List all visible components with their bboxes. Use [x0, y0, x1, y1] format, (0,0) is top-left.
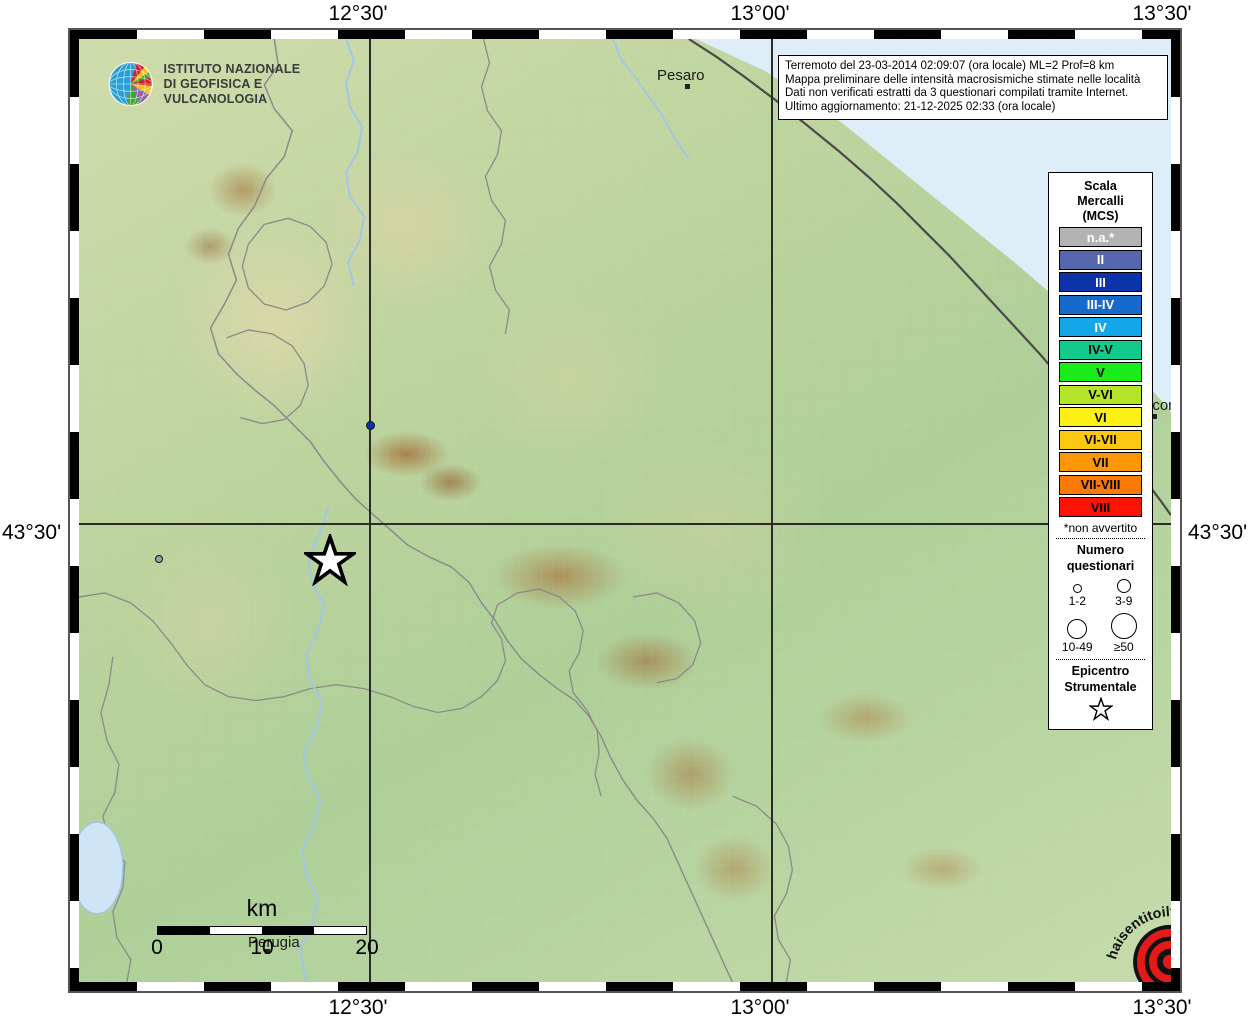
legend-epicenter-title: Epicentro Strumentale [1054, 663, 1147, 695]
intensity-point-1[interactable] [155, 555, 163, 563]
city-dot-perugia [265, 949, 270, 954]
scale-bar-segment-3 [314, 927, 366, 934]
legend-divider-2 [1056, 659, 1145, 660]
epicenter-star-icon[interactable] [304, 534, 356, 586]
legend-swatch-vii[interactable]: VII [1059, 452, 1142, 472]
dem-pixel-overlay [79, 39, 1171, 982]
map-canvas[interactable]: PesaroPerugiancon [79, 39, 1171, 982]
epicenter-title-line2: Strumentale [1064, 680, 1137, 694]
info-line-3: Dati non verificati estratti da 3 questi… [785, 87, 1129, 100]
questionnaire-bin-circle-2 [1067, 619, 1088, 639]
questionnaire-bin-3: ≥50 [1110, 610, 1137, 656]
questionnaire-bin-2: 10-49 [1062, 616, 1093, 656]
ingv-logo-line2: DI GEOFISICA E VULCANOLOGIA [163, 76, 268, 106]
axis-label-bottom-1: 13°00' [730, 996, 790, 1019]
questionnaire-title-line2: questionari [1066, 559, 1135, 573]
questionnaire-bin-0: 1-2 [1069, 581, 1086, 610]
legend-swatch-viii[interactable]: VIII [1059, 497, 1142, 517]
legend-questionnaire-bins: 1-2 3-9 10-49 ≥50 [1054, 576, 1147, 656]
city-label-perugia: Perugia [248, 934, 300, 951]
legend-swatch-vi[interactable]: VI [1059, 407, 1142, 427]
legend-intensity-swatches: n.a.* II III III-IV IV IV-V V V-VI VI VI-VII VII VI… [1054, 227, 1147, 517]
legend-footnote: *non avvertito [1063, 521, 1138, 535]
questionnaire-bin-circle-0 [1072, 584, 1082, 593]
scale-bar-tick-0: 0 [151, 936, 163, 959]
axis-label-top-0: 12°30' [328, 2, 388, 25]
axis-label-bottom-2: 13°30' [1132, 996, 1192, 1019]
axis-label-top-1: 13°00' [730, 2, 790, 25]
scale-bar: km 0 10 20 [151, 895, 379, 962]
axis-label-bottom-0: 12°30' [328, 996, 388, 1019]
questionnaire-bin-1: 3-9 [1115, 576, 1132, 610]
legend-swatch-iiiiv[interactable]: III-IV [1059, 294, 1142, 315]
scale-bar-tick-2: 20 [355, 936, 379, 959]
legend-swatch-vvi[interactable]: V-VI [1059, 384, 1142, 405]
legend-swatch-vivii[interactable]: VI-VII [1059, 429, 1142, 450]
map-border-ticks-right [1171, 30, 1180, 991]
graticule-meridian-1300 [771, 39, 773, 982]
ingv-logo-text: ISTITUTO NAZIONALE DI GEOFISICA E VULCAN… [164, 62, 335, 107]
legend-title: Scala Mercalli (MCS) [1054, 179, 1147, 224]
legend-swatch-na[interactable]: n.a.* [1059, 227, 1142, 247]
info-line-4: Ultimo aggiornamento: 21-12-2025 02:33 (… [785, 100, 1056, 113]
info-line-1: Terremoto del 23-03-2014 02:09:07 (ora l… [785, 60, 1115, 72]
info-line-2: Mappa preliminare delle intensità macros… [785, 73, 1141, 86]
graticule-meridian-1230 [369, 39, 371, 982]
map-border-ticks-top [70, 30, 1180, 39]
haisentitoilterremoto-watermark: ? haisentitoilterremoto www. [1104, 904, 1171, 982]
axis-label-right-0: 43°30' [1188, 521, 1248, 544]
scale-bar-segments [157, 926, 367, 935]
scale-bar-segment-2 [262, 927, 314, 934]
questionnaire-bin-circle-1 [1116, 579, 1131, 593]
legend-swatch-ii[interactable]: II [1059, 249, 1142, 270]
questionnaire-bin-label-1: 3-9 [1115, 594, 1133, 608]
questionnaire-bin-label-0: 1-2 [1068, 594, 1086, 608]
epicenter-title-line1: Epicentro [1071, 664, 1130, 678]
legend-questionnaire-title: Numero questionari [1054, 542, 1147, 574]
legend-swatch-viiviii[interactable]: VII-VIII [1059, 474, 1142, 495]
questionnaire-bin-circle-3 [1110, 613, 1137, 639]
legend-swatch-iv[interactable]: IV [1059, 317, 1142, 337]
graticule-parallel-4330 [79, 523, 1171, 525]
legend-title-line2: Mercalli [1077, 194, 1124, 208]
legend-swatch-ivv[interactable]: IV-V [1059, 339, 1142, 360]
legend-divider-1 [1056, 538, 1145, 539]
map-legend-panel: Scala Mercalli (MCS) n.a.* II III III-IV IV I… [1048, 172, 1153, 730]
event-info-box: Terremoto del 23-03-2014 02:09:07 (ora l… [778, 55, 1168, 121]
scale-bar-tick-1: 10 [250, 936, 274, 959]
map-border-ticks-bottom [70, 982, 1180, 991]
legend-title-line3: (MCS) [1082, 209, 1119, 223]
ingv-globe-icon [108, 61, 153, 107]
questionnaire-bin-label-2: 10-49 [1061, 640, 1093, 654]
legend-swatch-v[interactable]: V [1059, 362, 1142, 382]
ingv-logo-line1: ISTITUTO NAZIONALE [163, 61, 301, 76]
scale-bar-segment-0 [158, 927, 210, 934]
city-dot-pesaro [685, 84, 690, 89]
legend-swatch-iii[interactable]: III [1059, 272, 1142, 292]
map-border-ticks-left [70, 30, 79, 991]
map-frame: PesaroPerugiancon [68, 28, 1182, 993]
questionnaire-title-line1: Numero [1076, 543, 1125, 557]
star-icon [1088, 697, 1113, 721]
city-label-pesaro: Pesaro [657, 67, 705, 84]
questionnaire-bin-label-3: ≥50 [1113, 640, 1134, 654]
axis-label-left-0: 43°30' [2, 521, 62, 544]
intensity-point-0[interactable] [365, 420, 375, 430]
ingv-logo: ISTITUTO NAZIONALE DI GEOFISICA E VULCAN… [105, 51, 335, 117]
legend-title-line1: Scala [1084, 179, 1117, 193]
legend-epicenter-star [1054, 697, 1147, 721]
scale-bar-segment-1 [210, 927, 262, 934]
axis-label-top-2: 13°30' [1132, 2, 1192, 25]
scale-bar-tick-labels: 0 10 20 [151, 936, 379, 962]
scale-bar-unit: km [246, 895, 278, 921]
